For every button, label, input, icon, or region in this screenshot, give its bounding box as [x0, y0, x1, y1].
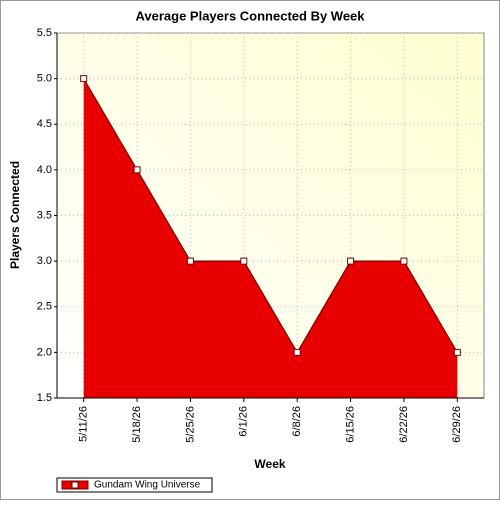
y-tick-label: 4.5	[37, 118, 52, 130]
x-tick-label: 6/8/26	[291, 406, 303, 437]
y-tick-label: 4.0	[37, 164, 52, 176]
x-tick-label: 6/1/26	[238, 406, 250, 437]
chart-title: Average Players Connected By Week	[135, 8, 365, 23]
legend-box	[56, 477, 213, 493]
area-line	[83, 78, 458, 354]
x-tick-label: 6/29/26	[451, 406, 463, 443]
y-tick-label: 2.5	[37, 301, 52, 313]
legend-marker	[71, 481, 79, 489]
point-marker	[293, 348, 301, 356]
legend: Gundam Wing Universe	[56, 477, 213, 493]
area-fill	[83, 78, 458, 398]
point-marker	[453, 348, 461, 356]
y-tick-label: 5.5	[37, 27, 52, 39]
x-tick-label: 5/25/26	[184, 406, 196, 443]
y-tick-label: 3.5	[37, 209, 52, 221]
point-marker	[133, 166, 141, 174]
point-marker	[186, 257, 194, 265]
x-axis-label: Week	[254, 457, 285, 471]
y-axis-label: Players Connected	[8, 161, 22, 269]
x-tick-label: 5/11/26	[78, 406, 90, 442]
point-marker	[80, 75, 88, 83]
x-tick-label: 6/15/26	[344, 406, 356, 443]
point-marker	[240, 257, 248, 265]
point-marker	[347, 257, 355, 265]
y-tick-label: 1.5	[37, 392, 52, 404]
y-tick-label: 5.0	[37, 73, 52, 85]
y-tick-label: 2.0	[37, 346, 52, 358]
y-tick-label: 3.0	[37, 255, 52, 267]
x-tick-label: 6/22/26	[398, 406, 410, 443]
point-marker	[400, 257, 408, 265]
legend-label: Gundam Wing Universe	[94, 480, 201, 491]
x-tick-label: 5/18/26	[131, 406, 143, 443]
